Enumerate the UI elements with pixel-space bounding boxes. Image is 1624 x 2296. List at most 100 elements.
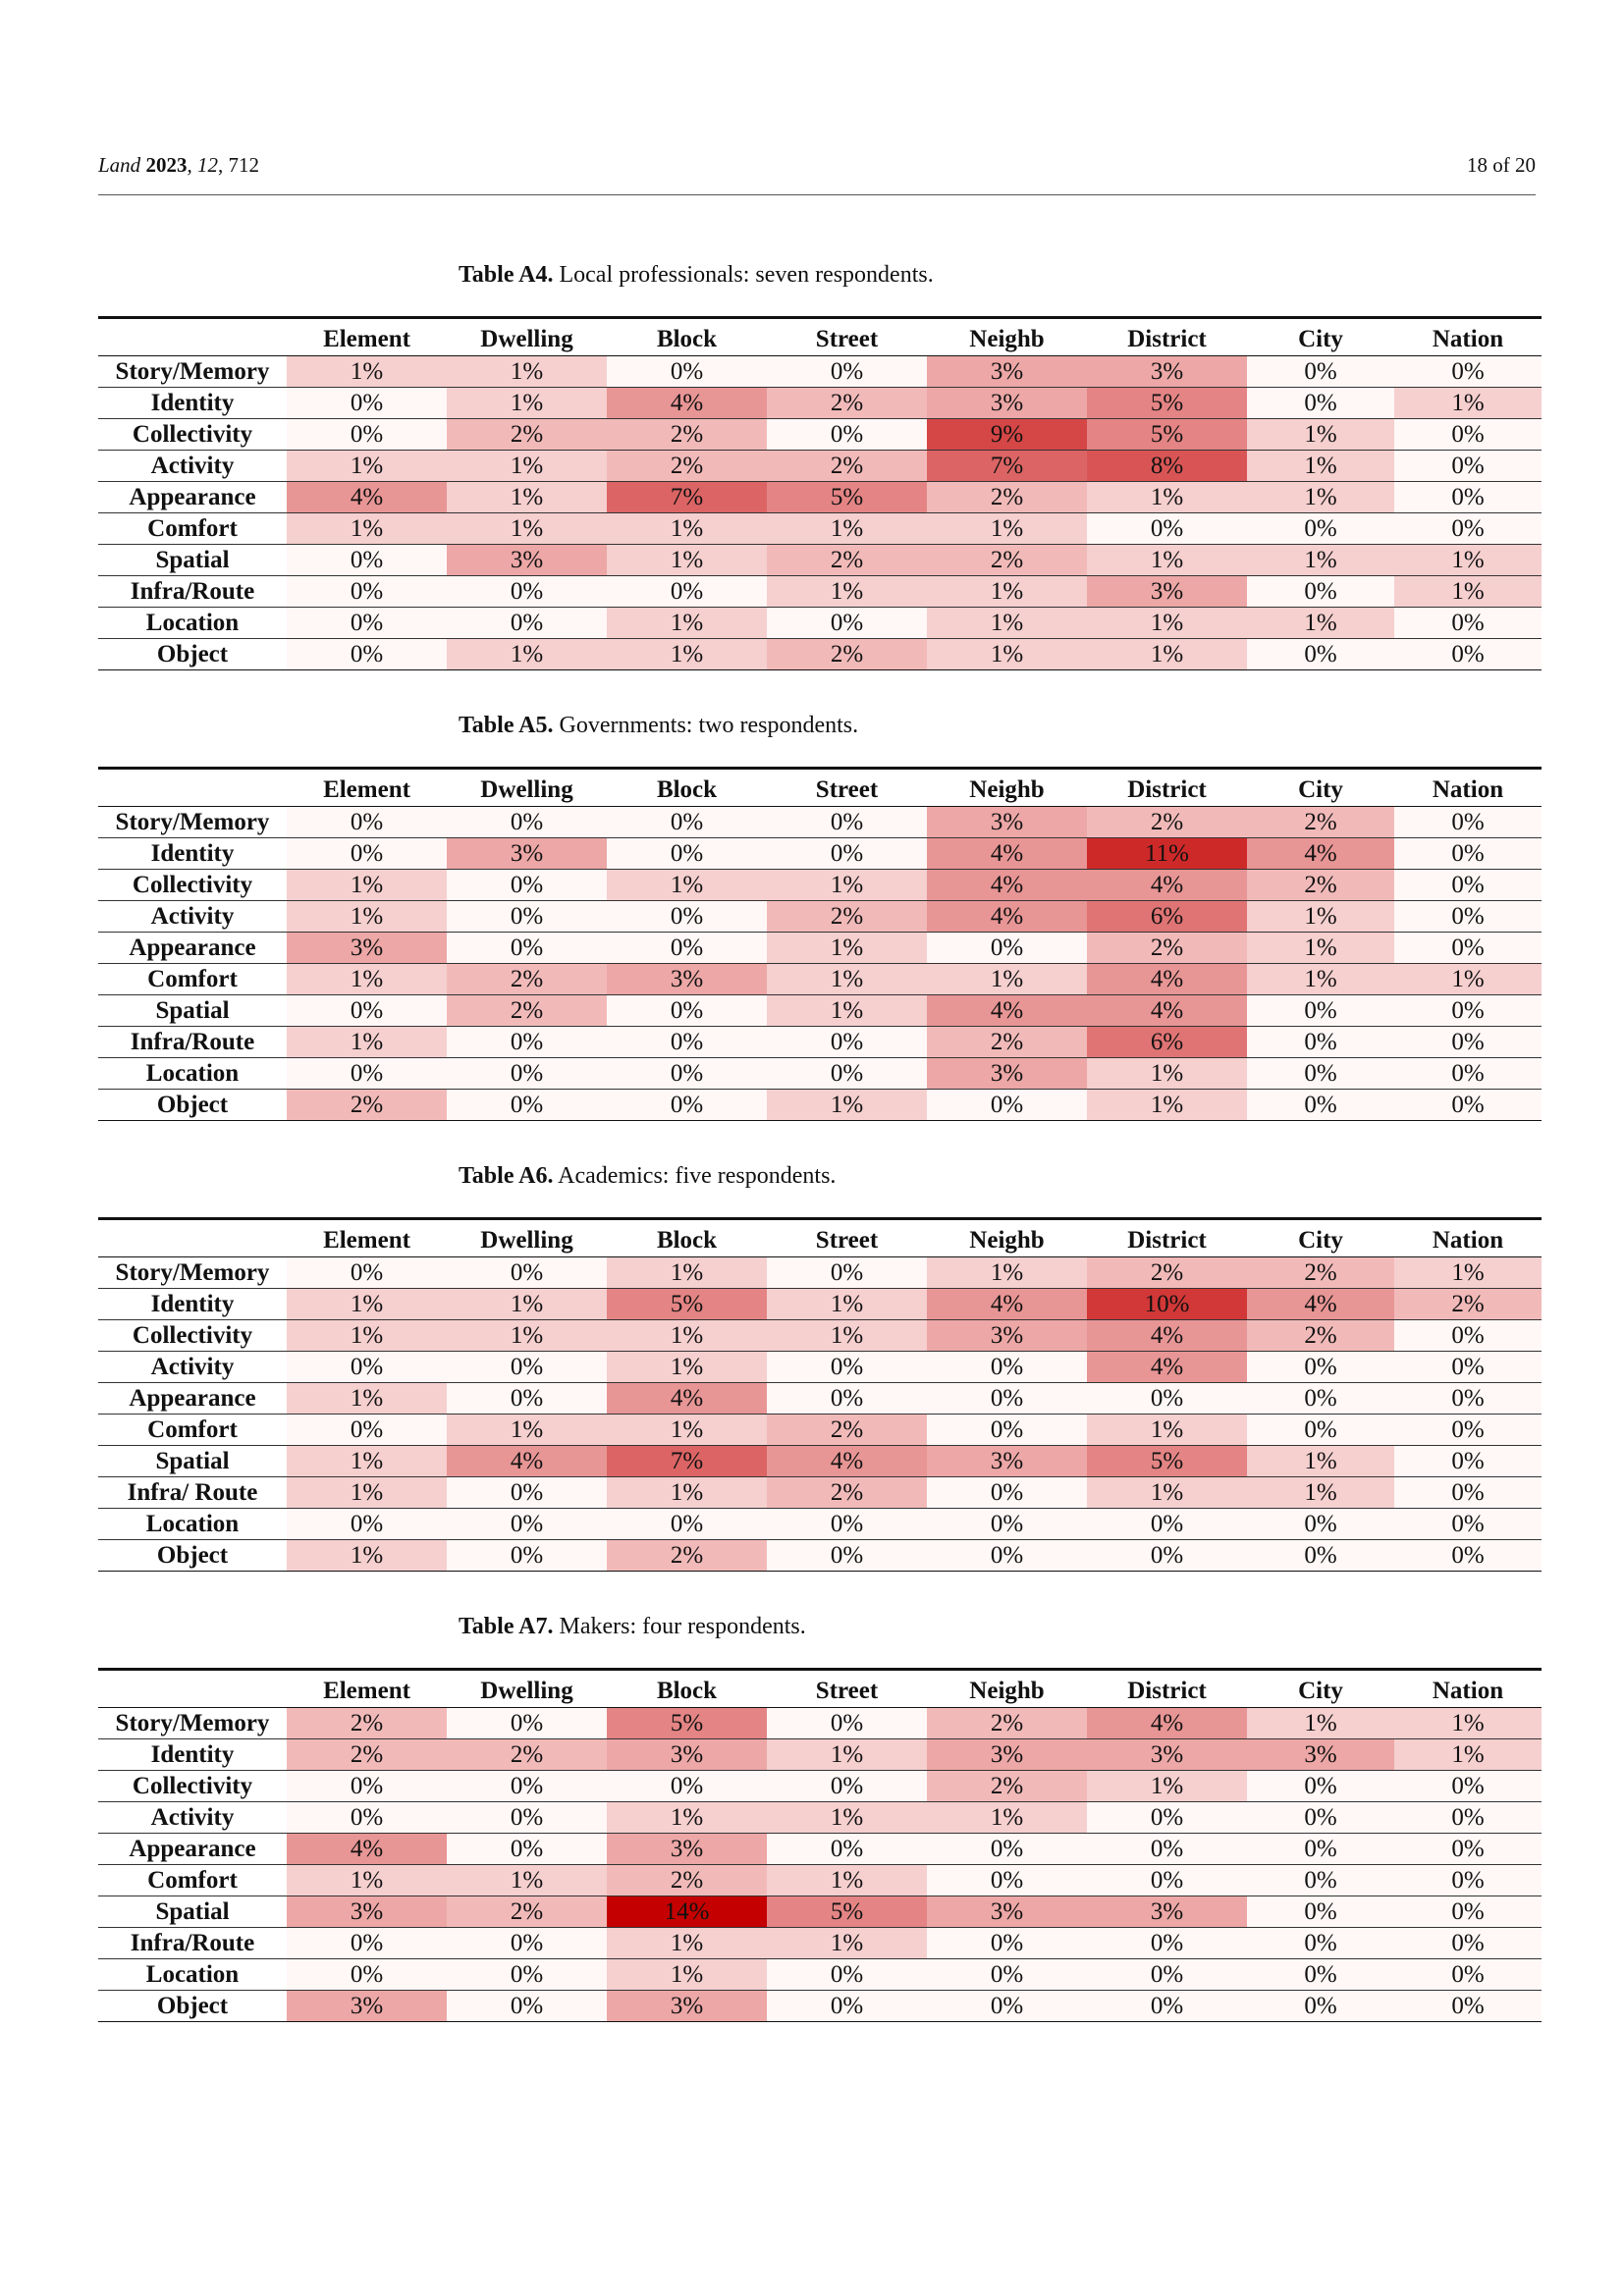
heat-cell: 0% — [287, 387, 447, 419]
heat-cell: 0% — [607, 355, 767, 388]
heat-cell: 1% — [287, 512, 447, 545]
table-row: Appearance 1% 0% 4% 0% 0% 0% 0% 0% — [98, 1382, 1542, 1415]
heat-cell: 1% — [1394, 1256, 1542, 1289]
heat-cell: 0% — [1394, 1770, 1542, 1802]
heat-cell: 4% — [1087, 1319, 1247, 1352]
header-corner — [98, 1218, 287, 1257]
heat-cell: 0% — [1394, 1508, 1542, 1540]
table-row: Identity 1% 1% 5% 1% 4% 10% 4% 2% — [98, 1288, 1542, 1320]
heat-cell: 3% — [1087, 1896, 1247, 1928]
heat-cell: 3% — [927, 1896, 1087, 1928]
heat-cell: 1% — [1247, 1707, 1394, 1739]
heat-cell: 2% — [927, 1770, 1087, 1802]
heat-cell: 1% — [1394, 575, 1542, 608]
heat-cell: 1% — [1087, 1476, 1247, 1509]
column-header: Street — [767, 1669, 927, 1708]
column-header: Element — [287, 317, 447, 356]
heat-cell: 1% — [1247, 481, 1394, 513]
heat-cell: 2% — [927, 1026, 1087, 1058]
heat-cell: 2% — [447, 418, 607, 451]
heat-cell: 0% — [1394, 638, 1542, 670]
heat-cell: 0% — [767, 1770, 927, 1802]
heat-cell: 8% — [1087, 450, 1247, 482]
row-label: Collectivity — [98, 1770, 287, 1802]
row-label: Spatial — [98, 1445, 287, 1477]
heat-cell: 1% — [287, 963, 447, 995]
heat-cell: 0% — [287, 1351, 447, 1383]
heat-cell: 11% — [1087, 837, 1247, 870]
heat-cell: 0% — [287, 994, 447, 1027]
table-row: Infra/Route 0% 0% 0% 1% 1% 3% 0% 1% — [98, 575, 1542, 608]
heat-cell: 1% — [447, 387, 607, 419]
row-label: Comfort — [98, 512, 287, 545]
heat-cell: 0% — [1394, 1382, 1542, 1415]
table-row: Comfort 1% 2% 3% 1% 1% 4% 1% 1% — [98, 963, 1542, 995]
heat-cell: 3% — [607, 963, 767, 995]
heat-cell: 0% — [607, 1057, 767, 1090]
heat-cell: 1% — [1247, 963, 1394, 995]
column-header: Element — [287, 1669, 447, 1708]
heat-cell: 0% — [607, 900, 767, 933]
table-row: Collectivity 0% 2% 2% 0% 9% 5% 1% 0% — [98, 418, 1542, 451]
table-row: Location 0% 0% 0% 0% 0% 0% 0% 0% — [98, 1508, 1542, 1540]
heat-cell: 1% — [927, 1256, 1087, 1289]
heat-cell: 4% — [927, 900, 1087, 933]
row-label: Story/Memory — [115, 1709, 270, 1736]
heat-cell: 2% — [1087, 806, 1247, 838]
heat-cell: 1% — [1087, 638, 1247, 670]
heat-cell: 1% — [287, 1539, 447, 1572]
heat-cell: 3% — [287, 1896, 447, 1928]
table-row: Comfort 1% 1% 2% 1% 0% 0% 0% 0% — [98, 1864, 1542, 1896]
heat-cell: 4% — [927, 994, 1087, 1027]
column-header: Dwelling — [447, 1669, 607, 1708]
row-label: Infra/Route — [98, 1026, 287, 1058]
heat-cell: 0% — [767, 1256, 927, 1289]
row-label: Activity — [98, 1801, 287, 1834]
heat-cell: 0% — [447, 1476, 607, 1509]
heat-cell: 0% — [1394, 1476, 1542, 1509]
heat-cell: 1% — [447, 450, 607, 482]
heat-cell: 2% — [287, 1089, 447, 1121]
heat-cell: 1% — [767, 1864, 927, 1896]
heat-cell: 2% — [767, 544, 927, 576]
heat-cell: 0% — [1247, 1958, 1394, 1991]
table-row: Comfort 0% 1% 1% 2% 0% 1% 0% 0% — [98, 1414, 1542, 1446]
heat-cell: 2% — [1247, 1256, 1394, 1289]
table-row: Activity 1% 1% 2% 2% 7% 8% 1% 0% — [98, 450, 1542, 482]
heat-cell: 0% — [1394, 1833, 1542, 1865]
heat-cell: 3% — [1087, 355, 1247, 388]
heat-cell: 0% — [607, 806, 767, 838]
column-header: City — [1247, 768, 1394, 807]
heat-cell: 2% — [1247, 1319, 1394, 1352]
heat-cell: 5% — [767, 1896, 927, 1928]
table-header-row: Element Dwelling Block Street Neighb District… — [98, 1218, 1542, 1257]
heat-cell: 1% — [607, 512, 767, 545]
heat-cell: 1% — [287, 1288, 447, 1320]
table-row: Object 3% 0% 3% 0% 0% 0% 0% 0% — [98, 1990, 1542, 2022]
heat-cell: 1% — [767, 512, 927, 545]
heat-cell: 1% — [767, 1927, 927, 1959]
header-corner — [98, 1669, 287, 1708]
heat-cell: 0% — [447, 1382, 607, 1415]
table-label: Table A7. — [459, 1614, 554, 1639]
column-header: District — [1087, 1218, 1247, 1257]
heat-cell: 0% — [607, 837, 767, 870]
heatmap-table: Element Dwelling Block Street Neighb District… — [98, 767, 1542, 1121]
heat-cell: 5% — [607, 1707, 767, 1739]
table-row: Collectivity 0% 0% 0% 0% 2% 1% 0% 0% — [98, 1770, 1542, 1802]
heat-cell: 0% — [447, 1026, 607, 1058]
column-header: Dwelling — [447, 1218, 607, 1257]
heat-cell: 0% — [287, 1801, 447, 1834]
heatmap-table: Element Dwelling Block Street Neighb District… — [98, 1668, 1542, 2022]
heat-cell: 0% — [927, 1476, 1087, 1509]
heat-cell: 1% — [767, 1738, 927, 1771]
heat-cell: 0% — [447, 1057, 607, 1090]
row-label: Appearance — [98, 932, 287, 964]
heat-cell: 1% — [767, 932, 927, 964]
heat-cell: 3% — [1087, 1738, 1247, 1771]
page-number: 18 of 20 — [1467, 153, 1536, 177]
heat-cell: 0% — [1247, 575, 1394, 608]
heat-cell: 0% — [1247, 1026, 1394, 1058]
heat-cell: 1% — [287, 1026, 447, 1058]
heat-cell: 1% — [607, 1256, 767, 1289]
